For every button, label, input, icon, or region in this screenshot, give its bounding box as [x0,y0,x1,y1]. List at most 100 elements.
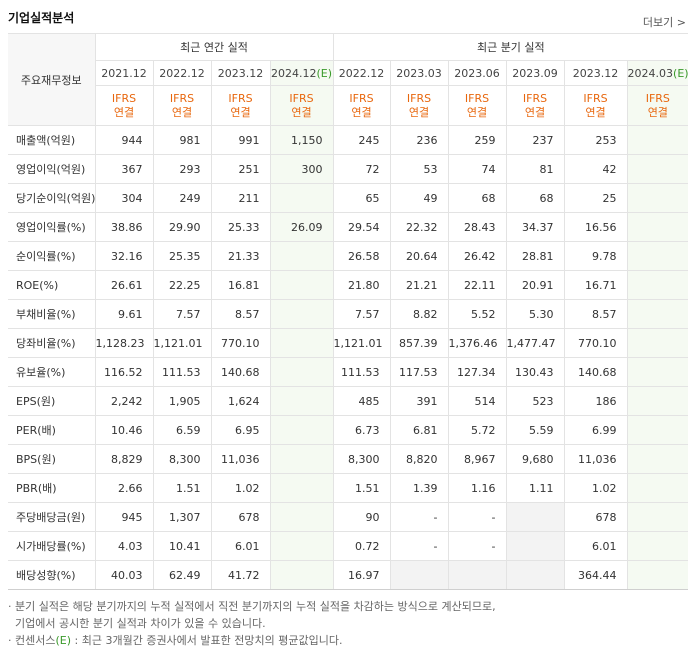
data-row: 부채비율(%) 9.61 7.57 8.57 7.57 8.82 5.52 5.30 8.57 [8,299,689,329]
data-cell: 1,905 [152,386,212,416]
data-cell: 42 [563,154,628,184]
note-line: · 분기 실적은 해당 분기까지의 누적 실적에서 직전 분기까지의 누적 실적… [8,600,496,613]
accounting-standard: IFRS 연결 [210,85,271,126]
data-cell [626,154,689,184]
data-cell: 8,967 [447,444,507,474]
data-cell: 678 [563,502,628,532]
data-cell: 130.43 [505,357,565,387]
more-label[interactable]: 더보기 [642,16,674,29]
period-date: 2021.12 [101,66,147,80]
data-cell: 11,036 [210,444,271,474]
row-label: 영업이익(억원) [8,154,96,184]
data-cell: - [389,502,449,532]
data-cell: 40.03 [94,560,154,590]
data-cell: 6.95 [210,415,271,445]
data-cell: 25 [563,183,628,213]
period-date: 2023.06 [454,66,500,80]
period-date: 2023.03 [396,66,442,80]
data-cell [626,560,689,590]
period-header: 2024.03(E) [626,60,689,86]
period-header: 2023.12 [563,60,628,86]
period-date: 2024.12 [270,66,317,80]
data-cell: 236 [389,125,449,155]
data-cell: 81 [505,154,565,184]
note-text: 컨센서스 [15,634,56,647]
data-row: 영업이익률(%) 38.86 29.90 25.33 26.09 29.54 22.32 28… [8,212,689,242]
data-cell [269,328,334,358]
standard-label: IFRS [228,91,253,105]
data-cell: 211 [210,183,271,213]
data-cell: 127.34 [447,357,507,387]
data-cell: 11,036 [563,444,628,474]
data-cell [626,531,689,561]
data-cell: 1,121.01 [332,328,391,358]
data-cell [505,502,565,532]
period-header: 2022.12 [332,60,391,86]
period-header: 2023.06 [447,60,507,86]
data-cell: 32.16 [94,241,154,271]
row-label: 부채비율(%) [8,299,96,329]
standard-label: IFRS [583,91,608,105]
data-cell: 8.57 [210,299,271,329]
header-row: 2021.12 2022.12 2023.12 2024.12(E) 2022.12 20… [8,60,689,86]
data-cell [269,241,334,271]
data-row: 유보율(%) 116.52 111.53 140.68 111.53 117.53 127.… [8,357,689,387]
data-row: 당좌비율(%) 1,128.23 1,121.01 770.10 1,121.01 857… [8,328,689,358]
accounting-standard: IFRS 연결 [389,85,449,126]
data-cell: 5.52 [447,299,507,329]
data-cell: 1,624 [210,386,271,416]
data-cell: 249 [152,183,212,213]
accounting-standard: IFRS 연결 [95,85,154,126]
section-title: 기업실적분석 [8,11,75,25]
data-cell [447,560,507,590]
data-cell: 1,150 [269,125,334,155]
period-date: 2023.12 [217,66,264,80]
data-cell: - [389,531,449,561]
data-cell [626,386,689,416]
more-link[interactable]: 더보기 > [642,16,686,29]
standard-label: IFRS [645,91,670,105]
data-cell: 90 [332,502,391,532]
data-cell: 26.61 [94,270,154,300]
data-cell [505,560,565,590]
row-label: 매출액(억원) [8,125,96,155]
data-cell: 367 [94,154,154,184]
note-text: 분기 실적은 해당 분기까지의 누적 실적에서 직전 분기까지의 누적 실적을 … [15,600,496,613]
basis-label: 연결 [230,105,251,119]
data-row: EPS(원) 2,242 1,905 1,624 485 391 514 523 186 [8,386,689,416]
data-cell: 28.81 [505,241,565,271]
basis-label: 연결 [524,105,546,119]
period-header: 2023.09 [505,60,565,86]
data-cell: 485 [332,386,391,416]
data-row: PER(배) 10.46 6.59 6.95 6.73 6.81 5.72 5.59 6.99 [8,415,689,445]
accounting-standard: IFRS 연결 [269,85,334,126]
data-cell: 26.09 [269,212,334,242]
header-row: 주요재무정보 최근 연간 실적 최근 분기 실적 [8,33,689,126]
data-cell: 6.01 [210,531,271,561]
row-label: 당기순이익(억원) [8,183,96,213]
data-cell: 293 [152,154,212,184]
data-cell: 1.02 [563,473,628,503]
data-cell: 678 [210,502,271,532]
data-cell: 945 [94,502,154,532]
data-cell: 5.59 [505,415,565,445]
data-cell: 6.99 [563,415,628,445]
row-label: 유보율(%) [8,357,96,387]
data-cell: 38.86 [94,212,154,242]
accounting-standard: IFRS 연결 [563,85,628,126]
note-text: 기업에서 공시한 분기 실적과 차이가 있을 수 있습니다. [15,617,266,630]
data-cell: 1.02 [210,473,271,503]
data-cell: - [447,531,507,561]
data-cell: 1,376.46 [447,328,507,358]
notes: · 분기 실적은 해당 분기까지의 누적 실적에서 직전 분기까지의 누적 실적… [8,598,496,649]
data-cell: 21.21 [389,270,449,300]
group-header: 최근 분기 실적 [332,33,689,61]
data-cell: 6.81 [389,415,449,445]
period-date: 2023.09 [512,66,558,80]
data-cell: 68 [505,183,565,213]
standard-label: IFRS [169,91,195,105]
data-cell [269,415,334,445]
data-cell [626,125,689,155]
header-row: IFRS 연결 IFRS 연결 IFRS 연결 IFRS 연결 IFRS 연결 IFRS 연결 IFRS… [8,85,689,126]
